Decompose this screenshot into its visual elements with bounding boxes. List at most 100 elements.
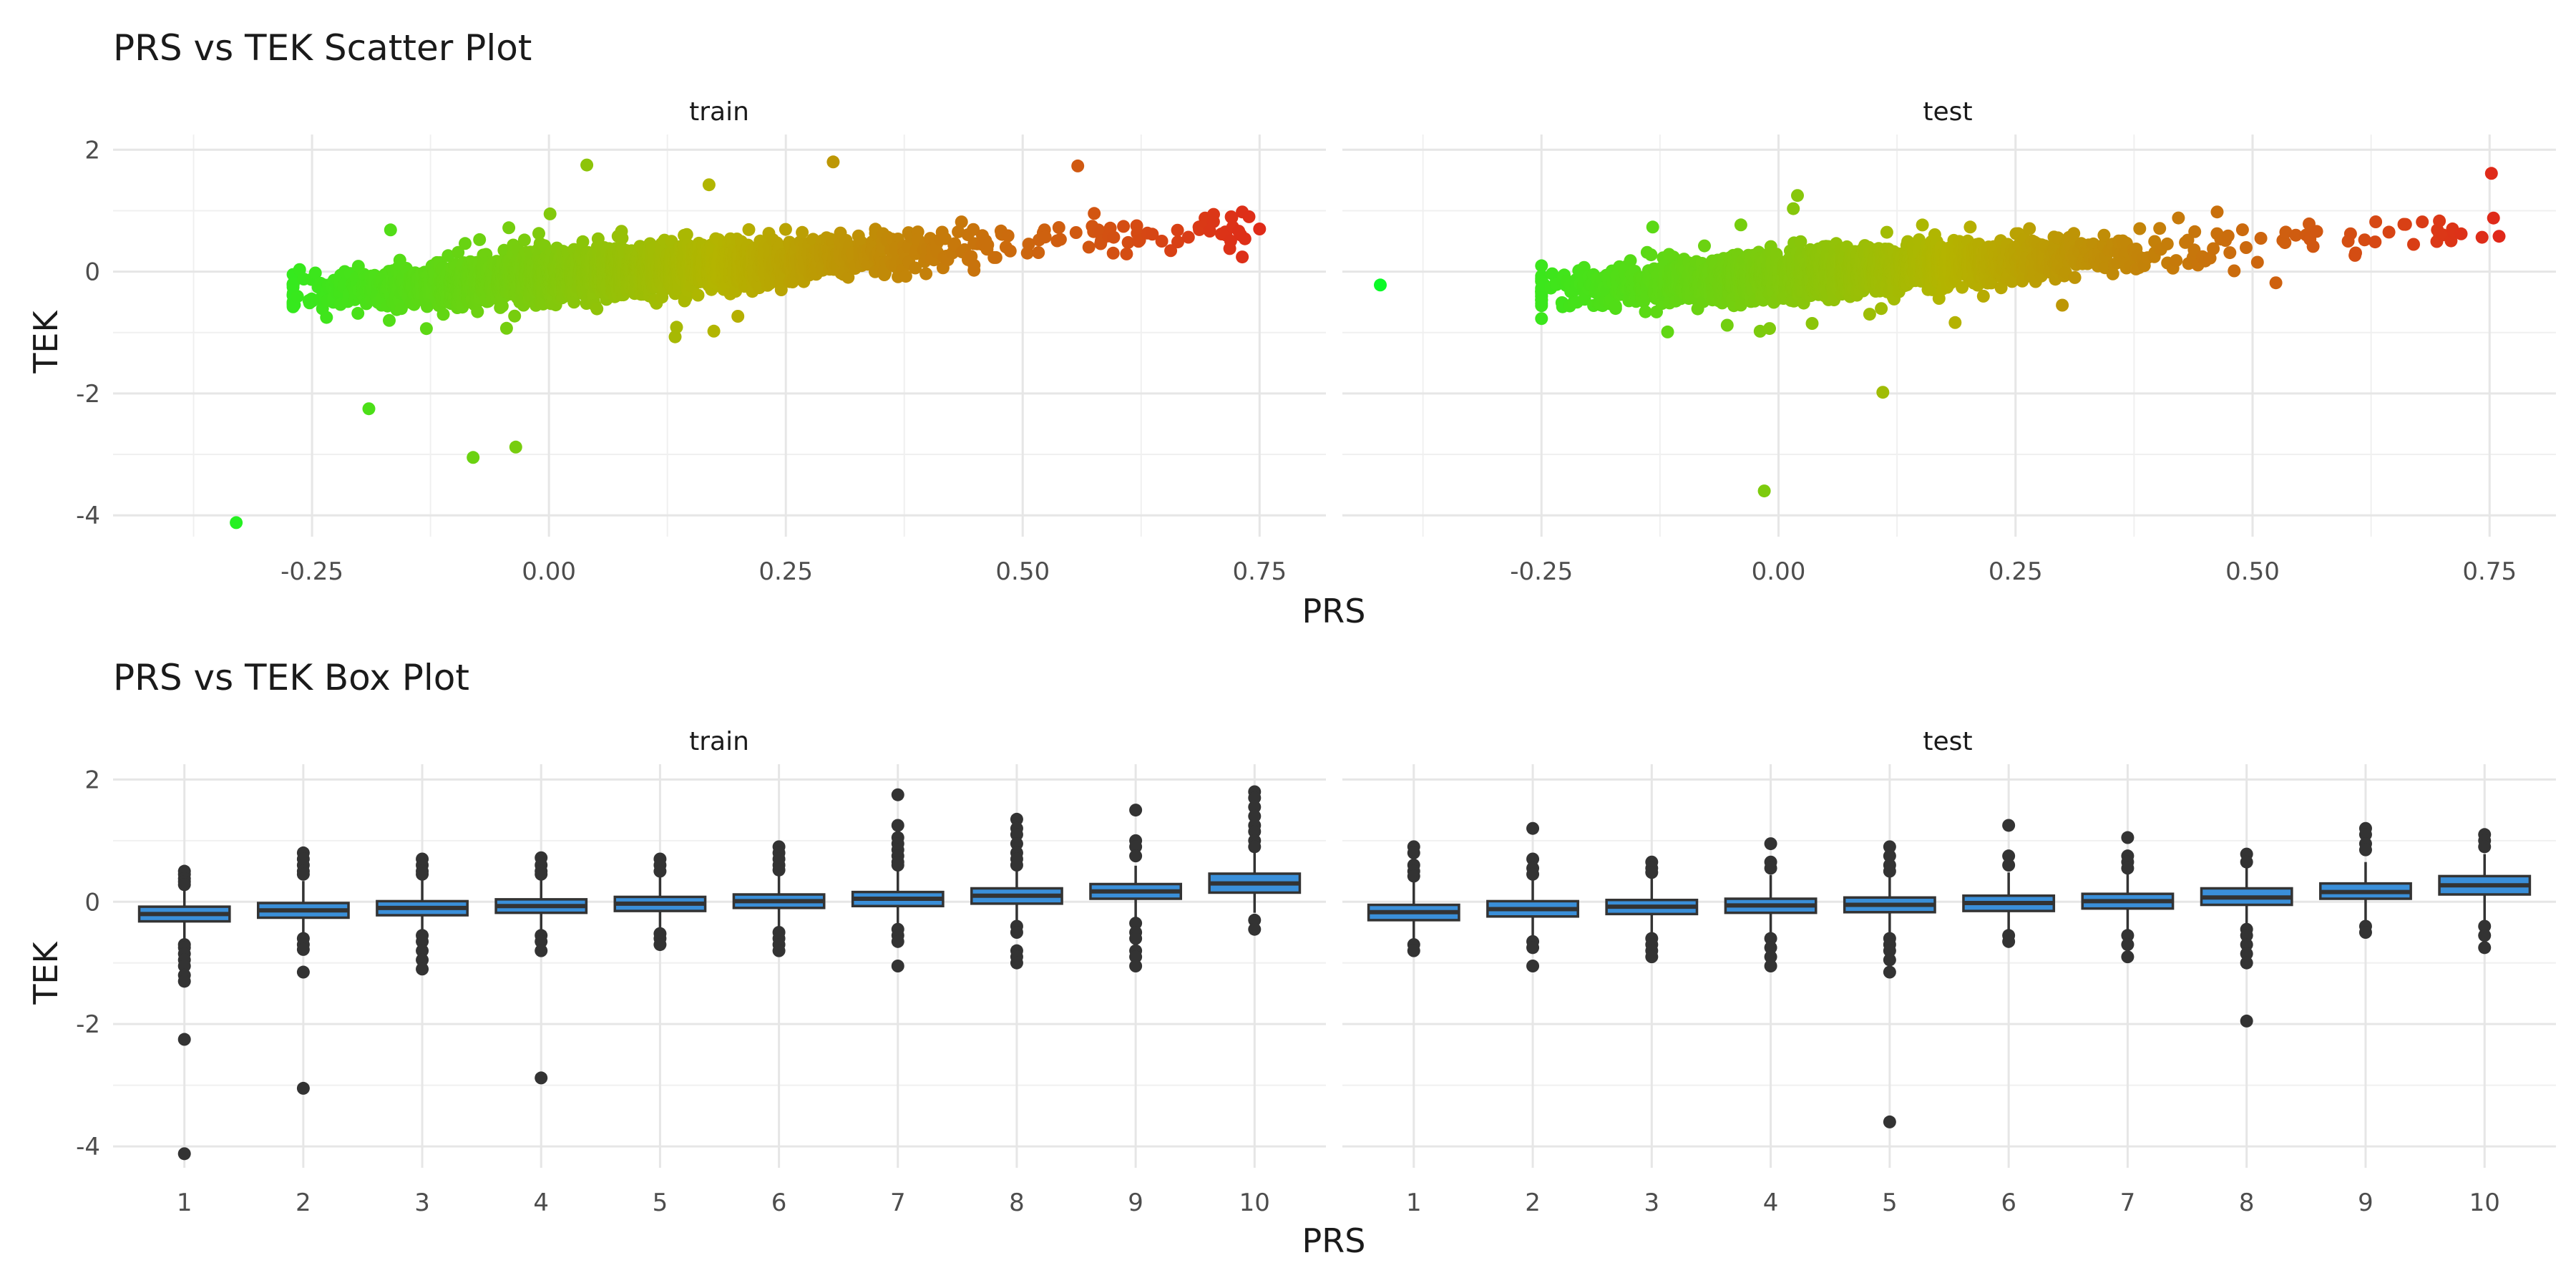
data-point [1805,317,1819,330]
data-point [384,223,397,237]
data-point [1071,159,1085,172]
data-point [419,322,433,336]
data-point [1001,229,1015,243]
data-point [1181,230,1195,244]
data-point [1052,221,1065,234]
data-point [967,258,981,272]
x-tick-label: 0.50 [2225,557,2280,586]
x-tick-label: -0.25 [280,557,343,586]
data-point [919,267,933,280]
box-title: PRS vs TEK Box Plot [113,657,469,698]
data-point [567,296,581,309]
data-point [1171,223,1184,237]
data-point [1646,220,1659,234]
data-point [580,158,594,172]
data-point [508,309,522,323]
data-point [1032,246,1045,259]
data-point [1069,226,1083,239]
data-point [779,223,792,236]
scatter-panel-test: -0.25 0.00 0.25 0.50 0.75 [1342,135,2556,586]
data-point [1155,235,1169,248]
data-point [670,321,683,334]
y-tick-label: 2 [84,136,100,165]
data-point [1757,484,1771,498]
data-point [1106,246,1120,260]
data-point [320,311,333,324]
data-point [394,302,408,316]
data-point [955,215,968,229]
data-point [509,440,522,454]
data-point [826,155,840,169]
data-point [1238,232,1252,245]
data-point [1644,248,1658,262]
data-point [1535,259,1548,273]
data-point [1253,223,1267,235]
data-point [989,250,1002,264]
data-point [1698,239,1711,253]
data-point [1003,244,1017,258]
x-tick-label: 0.25 [1989,557,2043,586]
x-tick-label: 0.75 [1232,557,1287,586]
data-point [691,288,705,302]
facet-label-box-test: test [1923,727,1972,756]
box-x-axis-title: PRS [1302,1221,1366,1260]
data-point [287,277,300,291]
data-point [1720,318,1734,332]
data-point [981,238,995,252]
data-point [1535,312,1548,326]
x-tick-label: 0.00 [1752,557,1806,586]
data-point [1791,189,1804,203]
data-point [707,324,721,338]
data-point [576,235,590,248]
x-tick-label: 0.25 [758,557,813,586]
data-point [383,313,396,327]
data-point [421,300,434,313]
x-tick-label: -0.25 [1510,557,1573,586]
scatter-x-axis-title: PRS [1302,592,1366,630]
data-point [502,221,516,235]
data-point [1236,250,1249,264]
data-point [796,225,809,239]
data-point [1661,325,1674,338]
data-point [1787,202,1800,215]
data-point [543,207,557,220]
data-point [230,516,243,530]
data-point [1763,322,1776,336]
data-point [441,249,455,263]
data-point [1374,278,1387,292]
data-point [362,402,376,416]
x-tick-label: 0.75 [2462,557,2517,586]
data-point [1088,207,1101,220]
data-point [471,305,484,318]
data-point [1242,210,1256,223]
data-point [291,290,304,303]
data-point [731,310,745,323]
scatter-y-axis-title: TEK [26,310,65,374]
data-point [495,299,509,313]
data-point [702,178,716,192]
data-point [1207,208,1220,221]
data-point [1117,220,1131,233]
data-point [459,237,472,250]
data-point [517,233,531,247]
y-tick-label: -2 [76,380,100,409]
data-point [1609,299,1622,313]
scatter-title: PRS vs TEK Scatter Plot [113,27,532,69]
data-point [532,227,545,240]
data-point [1734,218,1747,232]
y-tick-label: -4 [76,502,100,530]
data-point [1053,233,1067,246]
box-y-axis-title: TEK [26,941,65,1005]
data-point [351,306,365,320]
data-point [308,266,322,280]
data-point [452,245,465,259]
data-point [436,308,450,321]
x-tick-label: 0.50 [995,557,1050,586]
facet-label-scatter-train: train [689,97,749,127]
facet-label-box-train: train [689,727,749,756]
data-point [1038,230,1052,244]
data-point [1639,305,1652,318]
